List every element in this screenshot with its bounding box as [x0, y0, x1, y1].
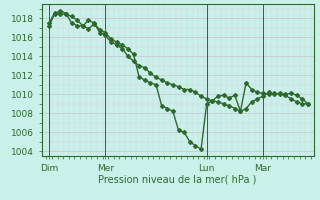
X-axis label: Pression niveau de la mer( hPa ): Pression niveau de la mer( hPa ): [99, 174, 257, 184]
